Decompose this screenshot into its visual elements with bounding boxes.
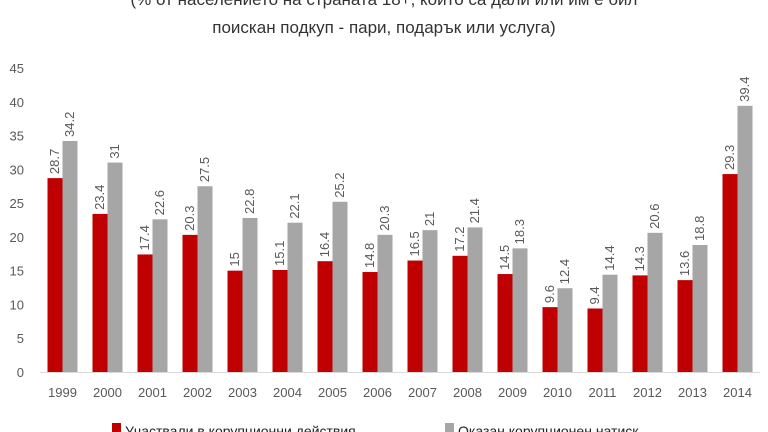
data-label: 9.6 (542, 285, 557, 303)
data-label: 15.1 (272, 241, 287, 266)
y-tick-label: 15 (10, 264, 24, 279)
bar-participated-2004 (272, 269, 288, 372)
x-tick-label: 2006 (363, 385, 392, 400)
data-label: 23.4 (92, 185, 107, 210)
data-label: 20.3 (377, 206, 392, 231)
data-label: 20.3 (182, 206, 197, 231)
x-tick-label: 2011 (589, 385, 617, 400)
x-tick-label: 1999 (48, 385, 77, 400)
y-tick-label: 30 (10, 162, 24, 177)
data-label: 21.4 (467, 198, 482, 223)
data-label: 21 (422, 212, 437, 226)
bar-participated-2000 (92, 213, 108, 372)
y-tick-label: 0 (17, 365, 24, 380)
bar-pressure-2013 (692, 244, 708, 372)
bar-participated-2002 (182, 234, 198, 372)
x-tick-label: 2009 (498, 385, 527, 400)
y-tick-label: 5 (17, 331, 24, 346)
data-label: 13.6 (677, 251, 692, 276)
legend-label: Участвали в корупционни действия (125, 423, 356, 432)
bar-pressure-2002 (197, 186, 213, 372)
legend-swatch (445, 423, 454, 432)
data-label: 14.5 (497, 245, 512, 270)
bar-participated-2011 (587, 308, 603, 372)
bar-pressure-2001 (152, 219, 168, 372)
x-tick-label: 2004 (273, 385, 302, 400)
data-label: 18.8 (692, 216, 707, 241)
x-tick-label: 2007 (408, 385, 437, 400)
data-label: 14.4 (602, 245, 617, 270)
y-tick-label: 40 (10, 95, 24, 110)
x-tick-label: 2014 (723, 385, 752, 400)
x-tick-label: 2013 (678, 385, 707, 400)
y-tick-label: 10 (10, 297, 24, 312)
bar-participated-1999 (47, 178, 63, 372)
data-label: 22.8 (242, 189, 257, 214)
bar-participated-2006 (362, 272, 378, 372)
legend-swatch (112, 423, 121, 432)
bar-participated-2010 (542, 307, 558, 372)
data-label: 28.7 (47, 149, 62, 174)
bar-pressure-2011 (602, 274, 618, 372)
data-label: 22.1 (287, 193, 302, 218)
bar-participated-2003 (227, 270, 243, 372)
x-tick-label: 2003 (228, 385, 257, 400)
bar-pressure-2003 (242, 217, 258, 372)
bar-pressure-2009 (512, 248, 528, 372)
x-tick-label: 2008 (453, 385, 482, 400)
bar-pressure-2004 (287, 222, 303, 372)
x-tick-label: 2005 (318, 385, 347, 400)
data-label: 17.2 (452, 226, 467, 251)
bar-pressure-2008 (467, 227, 483, 372)
bar-participated-2014 (722, 174, 738, 372)
data-label: 14.3 (632, 246, 647, 271)
bar-participated-2007 (407, 260, 423, 372)
bar-pressure-2005 (332, 201, 348, 372)
y-tick-label: 25 (10, 196, 24, 211)
data-label: 29.3 (722, 145, 737, 170)
x-tick-label: 2000 (93, 385, 122, 400)
bar-participated-2001 (137, 254, 153, 372)
data-label: 16.5 (407, 231, 422, 256)
legend-label: Оказан корупционен натиск (458, 423, 639, 432)
chart-subtitle-line-2: поискан подкуп - пари, подарък или услуг… (212, 18, 556, 37)
data-label: 9.4 (587, 286, 602, 304)
data-label: 17.4 (137, 225, 152, 250)
bar-participated-2009 (497, 274, 513, 372)
data-label: 18.3 (512, 219, 527, 244)
bar-pressure-2010 (557, 288, 573, 372)
data-label: 27.5 (197, 157, 212, 182)
data-label: 25.2 (332, 172, 347, 197)
x-tick-label: 2001 (138, 385, 167, 400)
bar-participated-2008 (452, 255, 468, 372)
chart-subtitle-line-1: (% от населението на страната 18+, които… (0, 0, 768, 11)
bar-pressure-2012 (647, 232, 663, 372)
bar-pressure-2000 (107, 162, 123, 372)
data-label: 14.8 (362, 243, 377, 268)
bar-pressure-1999 (62, 140, 78, 372)
x-tick-label: 2002 (183, 385, 212, 400)
bar-participated-2012 (632, 275, 648, 372)
data-label: 15 (227, 252, 242, 266)
y-tick-label: 45 (10, 61, 24, 76)
data-label: 39.4 (737, 77, 752, 102)
data-label: 16.4 (317, 232, 332, 257)
x-tick-label: 2012 (633, 385, 662, 400)
data-label: 31 (107, 144, 122, 158)
y-tick-label: 35 (10, 129, 24, 144)
bar-participated-2005 (317, 261, 333, 372)
data-label: 12.4 (557, 259, 572, 284)
data-label: 34.2 (62, 112, 77, 137)
bar-pressure-2014 (737, 105, 753, 372)
data-label: 20.6 (647, 204, 662, 229)
x-tick-label: 2010 (543, 385, 572, 400)
y-tick-label: 20 (10, 230, 24, 245)
data-label: 22.6 (152, 190, 167, 215)
bar-pressure-2007 (422, 230, 438, 372)
bar-participated-2013 (677, 280, 693, 372)
bar-pressure-2006 (377, 234, 393, 372)
